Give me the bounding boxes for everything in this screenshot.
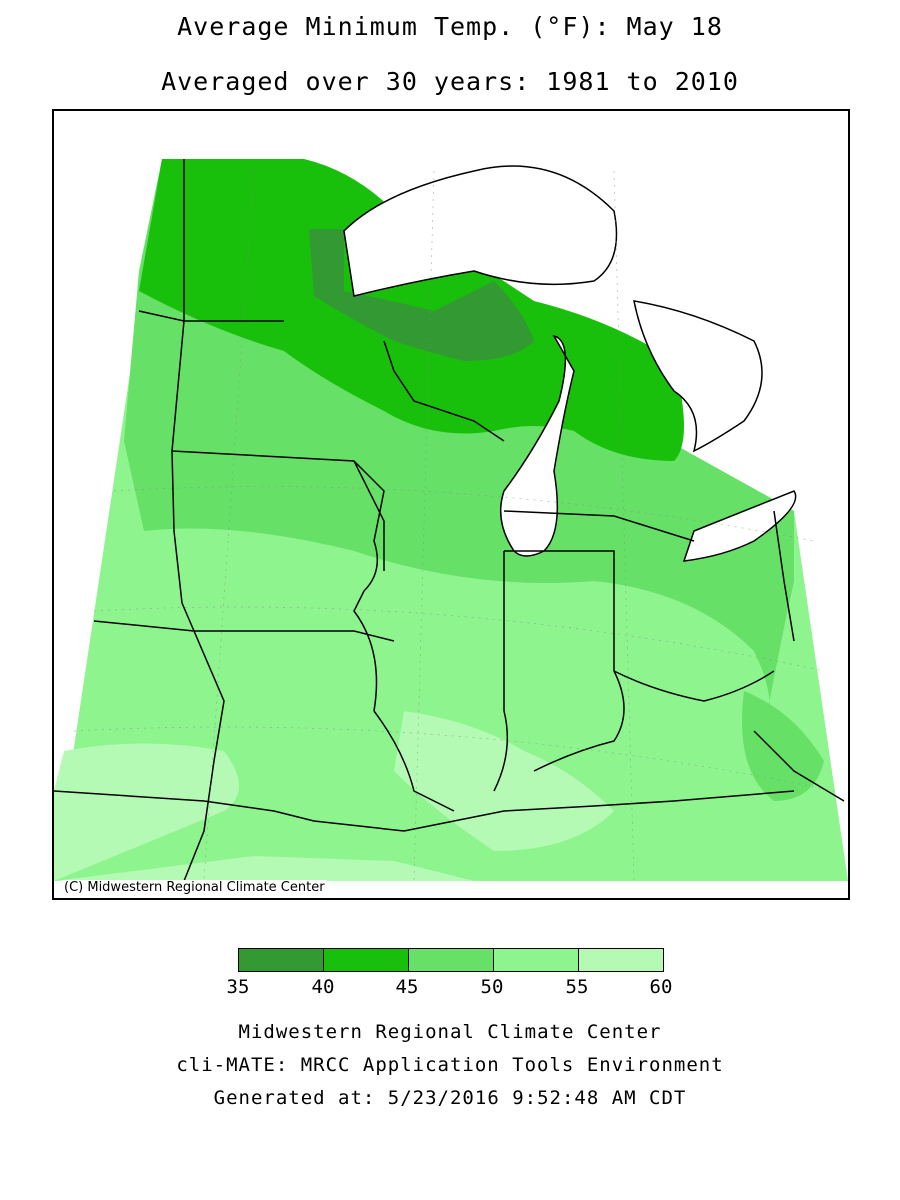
legend-swatch-45-50 xyxy=(409,949,494,971)
copyright-label: (C) Midwestern Regional Climate Center xyxy=(62,880,327,895)
zone-55-60-south-strip xyxy=(54,856,474,881)
map-subtitle: Averaged over 30 years: 1981 to 2010 xyxy=(161,67,739,96)
legend-swatch-50-55 xyxy=(494,949,579,971)
map-title: Average Minimum Temp. (°F): May 18 xyxy=(177,12,723,41)
legend-tick-40: 40 xyxy=(311,976,335,998)
legend-tick-60: 60 xyxy=(649,976,673,998)
map-panel xyxy=(52,109,850,900)
zone-35-40-north xyxy=(309,229,534,361)
legend-swatch-55-60 xyxy=(579,949,663,971)
zone-45-50-east xyxy=(742,691,824,801)
lake-superior xyxy=(343,165,618,297)
legend-tick-50: 50 xyxy=(480,976,504,998)
legend-tick-55: 55 xyxy=(565,976,589,998)
color-legend xyxy=(238,948,664,972)
lake-erie xyxy=(682,490,797,562)
legend-swatch-40-45 xyxy=(324,949,409,971)
footer-generated: Generated at: 5/23/2016 9:52:48 AM CDT xyxy=(213,1087,687,1109)
footer-organization: Midwestern Regional Climate Center xyxy=(238,1021,662,1043)
footer-tool: cli-MATE: MRCC Application Tools Environ… xyxy=(176,1054,724,1076)
legend-tick-45: 45 xyxy=(395,976,419,998)
legend-swatch-35-40 xyxy=(239,949,324,971)
zone-55-60-southwest xyxy=(54,743,239,881)
temperature-map xyxy=(54,159,848,882)
legend-tick-35: 35 xyxy=(226,976,250,998)
lake-huron xyxy=(633,300,763,453)
zone-55-60-south-central xyxy=(394,711,614,851)
